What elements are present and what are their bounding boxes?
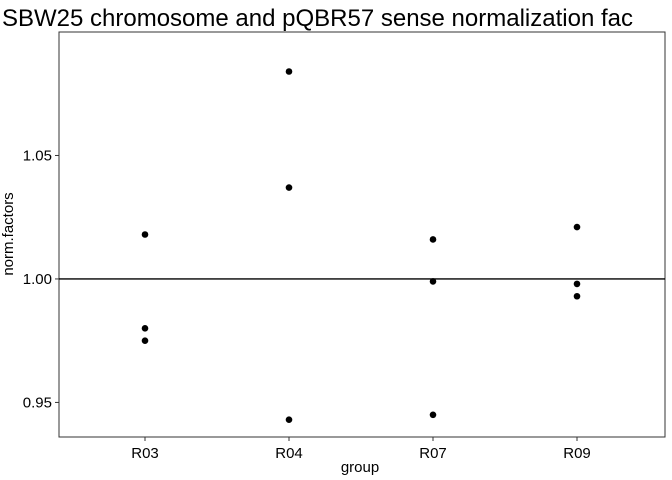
data-point	[285, 68, 293, 75]
data-point	[573, 280, 581, 288]
data-point	[573, 223, 581, 231]
data-point	[285, 184, 293, 191]
data-point	[141, 325, 149, 332]
y-axis: 0.95 1.00 1.05	[23, 147, 59, 411]
y-tick-label: 1.00	[23, 271, 52, 288]
x-axis-title: group	[341, 459, 379, 476]
plot-panel-border	[58, 31, 666, 438]
y-axis-title: norm.factors	[0, 192, 17, 275]
x-tick-label: R03	[131, 445, 159, 462]
y-tick-label: 1.05	[23, 147, 52, 164]
data-point	[429, 278, 437, 285]
data-point	[573, 292, 581, 300]
y-tick-label: 0.95	[23, 394, 52, 411]
x-axis: R03 R04 R07 R09	[131, 437, 591, 462]
data-point	[141, 337, 149, 344]
x-tick-label: R09	[563, 445, 591, 462]
data-point	[429, 236, 437, 243]
data-point	[285, 416, 293, 424]
chart-title: SBW25 chromosome and pQBR57 sense normal…	[2, 5, 633, 32]
points-layer	[141, 68, 581, 424]
x-tick-label: R07	[419, 445, 447, 462]
data-point	[429, 411, 437, 419]
x-tick-label: R04	[275, 445, 303, 462]
data-point	[141, 231, 149, 238]
